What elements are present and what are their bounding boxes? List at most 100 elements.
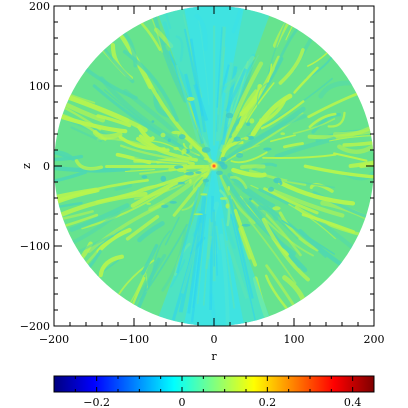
filament-streak xyxy=(136,257,161,311)
funnel-streak xyxy=(217,46,226,115)
filament-streak xyxy=(74,159,104,171)
turbulent-blob xyxy=(219,197,228,200)
filament-streak xyxy=(118,135,166,151)
funnel-streak xyxy=(175,64,201,144)
y-tick-label: 100 xyxy=(29,80,50,93)
turbulent-blob xyxy=(160,132,166,138)
filament-streak xyxy=(225,145,260,162)
filament-streak xyxy=(359,162,374,169)
turbulent-blob xyxy=(244,136,249,141)
funnel-streak xyxy=(228,194,254,299)
x-tick-label: 100 xyxy=(284,333,305,346)
turbulent-blob xyxy=(186,96,195,101)
y-axis-label: z xyxy=(20,163,33,169)
filament-streak xyxy=(134,157,188,164)
filament-streak xyxy=(164,216,180,246)
filament-streak xyxy=(265,264,314,326)
turbulent-blob xyxy=(263,147,272,151)
filament-streak xyxy=(293,66,319,94)
funnel-streak xyxy=(189,38,207,133)
filament-streak xyxy=(261,217,310,282)
filament-streak xyxy=(228,117,242,139)
filament-streak xyxy=(161,228,187,292)
funnel-streak xyxy=(197,188,209,304)
filament-streak xyxy=(267,6,301,76)
colorbar-tick-label: 0 xyxy=(179,396,186,408)
filament-streak xyxy=(139,223,188,301)
filament-streak xyxy=(140,22,162,51)
filament-streak xyxy=(303,164,374,179)
turbulent-blob xyxy=(181,148,187,154)
turbulent-blob xyxy=(227,186,230,191)
filament-streak xyxy=(148,168,210,212)
turbulent-blob xyxy=(246,122,251,127)
filament-streak xyxy=(54,242,106,308)
filament-streak xyxy=(260,100,305,130)
turbulent-blob xyxy=(171,130,182,135)
filament-streak xyxy=(70,126,102,143)
funnel-streak xyxy=(175,186,201,274)
funnel-streak xyxy=(231,54,259,105)
turbulent-blob xyxy=(200,174,208,178)
filament-streak xyxy=(96,114,132,128)
turbulent-blob xyxy=(161,204,169,208)
filament-streak xyxy=(119,144,190,162)
funnel-streak xyxy=(215,225,221,250)
turbulent-blob xyxy=(189,178,192,184)
turbulent-blob xyxy=(200,193,208,196)
turbulent-blob xyxy=(273,177,282,184)
turbulent-blob xyxy=(151,120,155,123)
filament-streak xyxy=(122,49,179,122)
filament-streak xyxy=(54,170,87,190)
filament-streak xyxy=(54,150,73,159)
funnel-streak xyxy=(225,239,249,299)
turbulent-blob xyxy=(189,144,193,150)
y-tick-label: 200 xyxy=(29,0,50,13)
filament-streak xyxy=(55,113,128,134)
turbulent-blob xyxy=(248,197,252,201)
filament-streak xyxy=(242,197,267,217)
funnel-streak xyxy=(187,195,206,314)
turbulent-blob xyxy=(221,163,228,170)
turbulent-blob xyxy=(272,206,281,211)
filament-streak xyxy=(308,112,337,129)
filament-streak xyxy=(141,244,159,275)
turbulent-blob xyxy=(167,138,171,143)
turbulent-blob xyxy=(146,202,151,205)
x-tick-label: 0 xyxy=(211,333,218,346)
filament-streak xyxy=(283,142,304,149)
filament-streak xyxy=(318,80,353,99)
filament-streak xyxy=(137,221,165,243)
y-tick-label: −200 xyxy=(20,320,50,333)
turbulent-blob xyxy=(176,167,187,173)
turbulent-blob xyxy=(233,136,241,142)
turbulent-blob xyxy=(241,223,251,227)
filament-streak xyxy=(222,174,296,256)
filament-streak xyxy=(233,182,299,239)
turbulent-blob xyxy=(141,175,148,179)
filament-streak xyxy=(231,167,267,178)
x-tick-label: −200 xyxy=(39,333,69,346)
funnel-streak xyxy=(230,213,258,326)
filament-streak xyxy=(54,201,83,215)
turbulent-blob xyxy=(268,186,274,192)
filament-streak xyxy=(258,188,289,205)
filament-streak xyxy=(333,152,368,162)
filament-streak xyxy=(311,112,342,134)
filament-streak xyxy=(229,175,248,190)
filament-streak xyxy=(274,136,337,159)
funnel-streak xyxy=(216,27,223,108)
filament-streak xyxy=(282,275,306,303)
x-tick-label: 200 xyxy=(364,333,385,346)
turbulent-blob xyxy=(178,134,186,140)
turbulent-blob xyxy=(249,118,255,124)
filament-streak xyxy=(281,219,335,255)
filament-streak xyxy=(229,113,305,158)
filament-streak xyxy=(233,209,257,267)
colorbar-tick-label: −0.2 xyxy=(83,396,110,408)
filament-streak xyxy=(69,203,130,232)
filament-streak xyxy=(146,78,212,161)
filament-streak xyxy=(139,165,199,175)
filament-streak xyxy=(134,172,201,200)
funnel-streak xyxy=(204,235,213,270)
